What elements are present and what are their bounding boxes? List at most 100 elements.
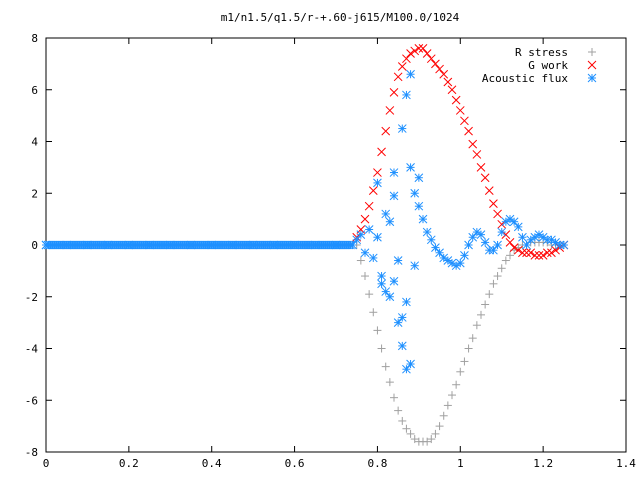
data-point [377, 344, 386, 353]
data-point [389, 87, 399, 97]
data-point [414, 201, 424, 211]
data-point [402, 297, 411, 307]
x-tick-label: 1.2 [533, 457, 553, 470]
data-point [402, 364, 411, 374]
data-point [431, 429, 440, 438]
data-point [389, 276, 399, 286]
data-point [418, 43, 428, 53]
data-point [485, 290, 494, 299]
data-point [390, 393, 398, 402]
data-point [426, 235, 436, 245]
data-point [551, 245, 560, 255]
data-point [393, 256, 403, 265]
data-point [385, 106, 395, 115]
data-point [365, 290, 374, 299]
data-point [464, 126, 473, 136]
data-point [468, 334, 477, 343]
data-point [526, 248, 536, 258]
data-point [505, 238, 515, 247]
data-point [443, 77, 453, 87]
data-point [352, 235, 362, 245]
data-point [385, 292, 395, 302]
y-tick-label: 2 [31, 187, 38, 200]
data-point [398, 416, 407, 425]
data-point [497, 264, 506, 273]
data-point [509, 243, 519, 252]
x-tick-label: 0.8 [367, 457, 387, 470]
data-point [493, 209, 502, 219]
data-point [389, 168, 399, 177]
data-point [385, 378, 394, 387]
data-point [439, 411, 448, 420]
data-point [360, 248, 370, 258]
chart-title: m1/n1.5/q1.5/r-+.60-j615/M100.0/1024 [221, 11, 460, 24]
data-point [464, 240, 473, 250]
legend-label: R stress [515, 46, 568, 59]
legend-label: Acoustic flux [482, 72, 568, 85]
data-point [460, 250, 469, 260]
data-point [513, 222, 523, 232]
data-point [364, 225, 374, 234]
x-tick-label: 1 [457, 457, 464, 470]
data-point [447, 258, 457, 268]
data-point [397, 124, 407, 133]
legend-marker [588, 48, 596, 56]
data-point [373, 326, 382, 335]
data-point [447, 85, 457, 95]
data-point [406, 163, 415, 172]
data-point [356, 256, 365, 265]
data-point [477, 310, 485, 319]
data-point [439, 69, 449, 79]
x-tick-label: 0.2 [119, 457, 139, 470]
data-point [377, 271, 386, 281]
data-point [406, 49, 415, 58]
data-point [480, 173, 490, 183]
data-point [368, 186, 378, 196]
data-point [431, 59, 440, 69]
data-point [468, 139, 478, 149]
data-point [418, 214, 428, 224]
y-tick-label: 0 [31, 239, 38, 252]
data-point [422, 49, 432, 58]
x-tick-label: 0.6 [285, 457, 305, 470]
data-point [493, 240, 502, 250]
data-point [468, 232, 478, 242]
data-point [452, 380, 461, 389]
data-point [406, 429, 415, 438]
data-point [368, 253, 378, 263]
data-point [489, 279, 498, 288]
data-point [381, 126, 391, 136]
data-point [410, 435, 419, 444]
legend-marker [587, 60, 597, 70]
data-point [455, 258, 465, 268]
data-point [448, 391, 456, 400]
data-point [426, 54, 436, 64]
data-point [373, 178, 382, 188]
y-tick-label: -8 [25, 446, 38, 459]
data-point [369, 308, 378, 317]
legend-label: G work [528, 59, 568, 72]
y-tick-label: 4 [31, 136, 38, 149]
data-point [460, 116, 469, 126]
data-point [518, 232, 527, 242]
data-point [509, 217, 519, 227]
data-point [455, 106, 465, 115]
data-point [361, 272, 369, 281]
data-point [506, 251, 514, 260]
data-point [364, 201, 374, 211]
data-point [547, 248, 556, 258]
data-point [439, 253, 449, 263]
data-point [484, 186, 494, 196]
data-point [534, 250, 544, 260]
x-tick-label: 0 [43, 457, 50, 470]
data-point [393, 72, 403, 82]
y-tick-label: -6 [25, 394, 38, 407]
data-point [538, 250, 548, 260]
data-point [501, 256, 510, 265]
data-point [431, 243, 440, 252]
data-point [381, 287, 391, 296]
data-point [522, 240, 531, 250]
data-point [414, 173, 424, 183]
data-marks [41, 43, 569, 446]
